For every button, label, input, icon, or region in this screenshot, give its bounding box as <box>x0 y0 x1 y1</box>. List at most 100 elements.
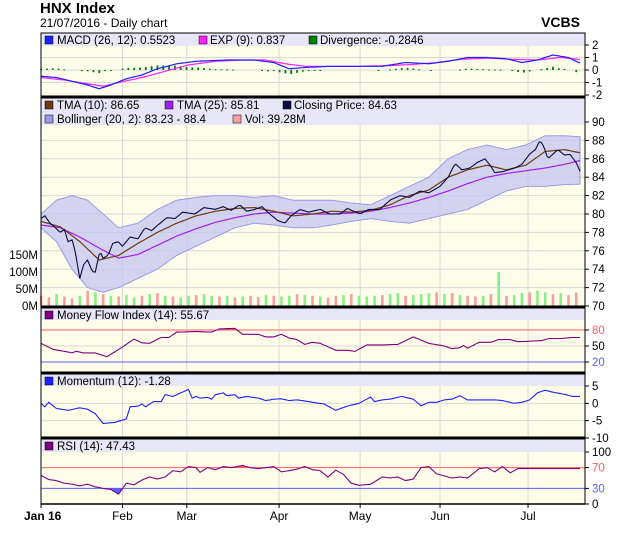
macd-legend-label: MACD (26, 12): 0.5523 <box>57 35 175 47</box>
momentum-y-tick-label: 5 <box>592 381 598 393</box>
volume-bar <box>311 295 314 306</box>
volume-bar <box>109 295 113 306</box>
divergence-bar <box>395 68 397 70</box>
volume-bar <box>125 295 128 306</box>
divergence-bar <box>488 69 490 71</box>
divergence-bar <box>284 70 287 74</box>
volume-bar <box>70 298 74 306</box>
divergence-bar <box>429 70 432 71</box>
volume-bar <box>171 296 175 306</box>
divergence-bar <box>80 70 83 71</box>
divergence-bar <box>290 70 293 75</box>
volume-bar <box>512 295 516 306</box>
bollinger-legend-label: Bollinger (20, 2): 83.23 - 88.4 <box>57 114 207 126</box>
volume-bar <box>264 295 268 306</box>
divergence-bar <box>464 68 467 70</box>
volume-bar <box>350 294 353 306</box>
rsi-legend-swatch <box>44 441 54 451</box>
volume-bar <box>427 293 431 306</box>
volume-bar <box>303 295 307 306</box>
volume-bar <box>295 294 299 306</box>
volume-bar <box>55 294 58 306</box>
x-tick-label: Jan 16 <box>24 509 62 523</box>
divergence-bar <box>51 68 54 70</box>
divergence-bar <box>214 69 217 71</box>
divergence-bar <box>546 67 549 70</box>
macd-y-tick-label: 1 <box>592 53 598 65</box>
volume-bar <box>505 295 508 306</box>
divergence-bar <box>296 70 298 73</box>
divergence-bar <box>156 65 159 70</box>
macd-y-tick-label: -1 <box>592 78 602 90</box>
volume-bar <box>256 297 260 306</box>
volume-bar <box>443 294 446 306</box>
volume-bar <box>86 290 89 306</box>
volume-bar <box>148 294 151 306</box>
divergence-bar <box>389 69 391 71</box>
x-tick-label: Feb <box>112 509 133 523</box>
volume-bar <box>497 272 500 306</box>
divergence-bar <box>400 68 403 70</box>
volume-legend-label: Vol: 39.28M <box>245 114 306 126</box>
divergence-bar <box>139 67 141 70</box>
tma25-legend-label: TMA (25): 85.81 <box>177 100 259 112</box>
volume-bar <box>365 296 369 306</box>
divergence-bar <box>540 69 543 71</box>
divergence-bar <box>46 68 48 70</box>
macd-y-tick-label: 0 <box>592 65 598 77</box>
volume-bar <box>78 295 82 306</box>
macd-line <box>40 54 581 90</box>
price-y-tick-label: 90 <box>592 117 605 129</box>
price-y-tick-label: 78 <box>592 227 605 239</box>
volume-bar <box>412 295 415 306</box>
rsi-y-tick-label: 30 <box>592 483 605 495</box>
divergence-bar <box>511 70 514 71</box>
momentum-legend-band <box>41 373 585 386</box>
bollinger-legend-swatch <box>44 114 54 124</box>
rsi-line <box>40 464 580 495</box>
divergence-bar <box>220 69 223 71</box>
volume-bar <box>225 295 229 306</box>
x-tick-label: May <box>349 509 372 523</box>
divergence-bar <box>278 70 281 73</box>
volume-bar <box>280 296 283 306</box>
divergence-bar <box>517 70 519 73</box>
divergence-bar <box>458 69 461 71</box>
divergence-bar <box>150 66 153 70</box>
volume-bar <box>218 296 221 306</box>
price-y-tick-label: 70 <box>592 301 605 313</box>
price-y-tick-label: 72 <box>592 283 605 295</box>
price-y-tick-label: 76 <box>592 246 605 258</box>
oversold-fill <box>41 362 580 363</box>
mfi-y-tick-label: 80 <box>592 325 605 337</box>
divergence-bar <box>319 70 322 71</box>
volume-bar <box>342 295 345 306</box>
price-y-tick-label: 88 <box>592 135 605 147</box>
divergence-bar <box>127 67 130 70</box>
exp-legend-label: EXP (9): 0.837 <box>210 35 285 47</box>
divergence-bar <box>203 68 205 70</box>
divergence-bar <box>197 67 200 70</box>
momentum-y-tick-label: -5 <box>592 416 602 428</box>
mfi-legend-label: Money Flow Index (14): 55.67 <box>57 310 209 322</box>
divergence-bar <box>133 67 136 70</box>
exp-legend-swatch <box>198 35 208 45</box>
divergence-bar <box>313 70 316 71</box>
volume-bar <box>101 294 105 306</box>
volume-bar <box>520 293 524 306</box>
volume-bar <box>117 296 120 306</box>
volume-bar <box>567 295 570 306</box>
divergence-bar <box>179 66 182 70</box>
mfi-line <box>40 327 580 358</box>
volume-bar <box>272 295 276 306</box>
divergence-bar <box>377 70 380 71</box>
price-y-tick-label: 80 <box>592 209 605 221</box>
divergence-bar <box>563 68 566 70</box>
divergence-bar <box>267 70 269 72</box>
volume-bar <box>381 295 384 306</box>
macd-legend-swatch <box>44 35 54 45</box>
price-legend-band <box>41 97 585 125</box>
volume-bar <box>388 294 392 306</box>
divergence-bar <box>476 68 479 70</box>
